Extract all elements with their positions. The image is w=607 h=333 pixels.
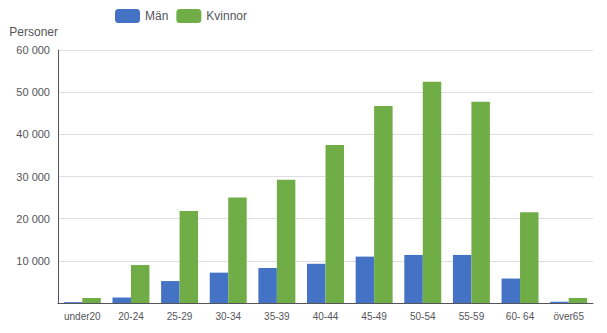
svg-text:10 000: 10 000: [16, 255, 50, 267]
svg-text:55-59: 55-59: [459, 311, 485, 322]
svg-text:60 000: 60 000: [16, 44, 50, 56]
svg-text:45-49: 45-49: [361, 311, 387, 322]
svg-text:Män: Män: [145, 9, 168, 23]
svg-text:25-29: 25-29: [167, 311, 193, 322]
svg-text:30-34: 30-34: [215, 311, 241, 322]
svg-text:40-44: 40-44: [313, 311, 339, 322]
svg-text:35-39: 35-39: [264, 311, 290, 322]
svg-text:20 000: 20 000: [16, 213, 50, 225]
svg-text:60- 64: 60- 64: [506, 311, 535, 322]
svg-text:50 000: 50 000: [16, 86, 50, 98]
svg-text:20-24: 20-24: [118, 311, 144, 322]
svg-text:30 000: 30 000: [16, 171, 50, 183]
svg-text:40 000: 40 000: [16, 128, 50, 140]
svg-text:över65: över65: [553, 311, 584, 322]
svg-text:under20: under20: [64, 311, 101, 322]
svg-text:Personer: Personer: [9, 25, 58, 39]
svg-text:Kvinnor: Kvinnor: [206, 9, 247, 23]
svg-text:50-54: 50-54: [410, 311, 436, 322]
